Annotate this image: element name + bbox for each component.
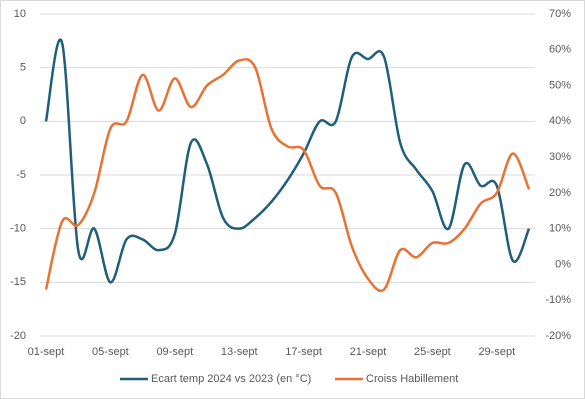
x-tick-label: 01-sept xyxy=(28,346,65,358)
y2-tick-label: 50% xyxy=(549,79,571,91)
y-tick-label: -10 xyxy=(10,223,26,235)
series-line xyxy=(44,58,531,293)
y2-tick-label: -20% xyxy=(545,330,571,342)
y-tick-label: -5 xyxy=(16,169,26,181)
y2-tick-label: 0% xyxy=(555,258,571,270)
legend-label: Ecart temp 2024 vs 2023 (en °C) xyxy=(151,373,311,385)
y2-tick-label: 60% xyxy=(549,44,571,56)
y2-tick-label: 10% xyxy=(549,223,571,235)
y2-tick-label: 40% xyxy=(549,115,571,127)
x-tick-label: 05-sept xyxy=(92,346,129,358)
legend-label: Croiss Habillement xyxy=(366,373,458,385)
x-tick-label: 09-sept xyxy=(156,346,193,358)
y2-tick-label: 20% xyxy=(549,187,571,199)
series-line xyxy=(44,38,531,284)
y2-tick-label: 70% xyxy=(549,8,571,20)
y-tick-label: 0 xyxy=(20,115,26,127)
y-tick-label: 5 xyxy=(20,62,26,74)
y2-tick-label: 30% xyxy=(549,151,571,163)
y2-tick-label: -10% xyxy=(545,294,571,306)
x-tick-label: 13-sept xyxy=(221,346,258,358)
x-tick-label: 25-sept xyxy=(414,346,451,358)
x-tick-label: 29-sept xyxy=(478,346,515,358)
y-tick-label: -20 xyxy=(10,330,26,342)
y-tick-label: 10 xyxy=(14,8,26,20)
x-tick-label: 21-sept xyxy=(350,346,387,358)
x-tick-label: 17-sept xyxy=(285,346,322,358)
y-tick-label: -15 xyxy=(10,276,26,288)
